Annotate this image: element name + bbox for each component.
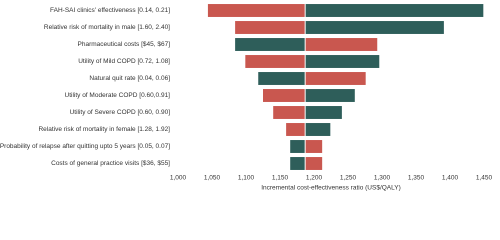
bar <box>235 21 306 34</box>
x-axis-label: Incremental cost-effectiveness ratio (US… <box>261 185 401 192</box>
bar <box>305 140 323 153</box>
category-label: Utility of Severe COPD [0.60, 0.90] <box>70 109 171 116</box>
x-tick-label: 1,100 <box>238 175 255 182</box>
category-label: FAH-SAI clinics' effectiveness [0.14, 0.… <box>50 7 170 14</box>
x-tick-label: 1,400 <box>442 175 459 182</box>
bar <box>305 89 355 102</box>
category-label: Relative risk of mortality in male [1.60… <box>44 24 170 31</box>
category-label: Utility of Mild COPD [0.72, 1.08] <box>78 58 170 65</box>
x-tick-label: 1,300 <box>374 175 391 182</box>
bar <box>305 4 484 17</box>
x-tick-label: 1,050 <box>204 175 221 182</box>
category-label: Probability of relapse after quitting up… <box>0 143 170 150</box>
bar <box>305 38 378 51</box>
x-tick-label: 1,200 <box>306 175 323 182</box>
x-tick-label: 1,000 <box>170 175 187 182</box>
bar <box>235 38 306 51</box>
x-tick-label: 1,350 <box>408 175 425 182</box>
category-label: Utility of Moderate COPD [0.60,0.91] <box>65 92 171 99</box>
bar <box>286 123 306 136</box>
x-tick-label: 1,450 <box>476 175 493 182</box>
bar <box>263 89 306 102</box>
bar <box>290 157 306 170</box>
category-label: Costs of general practice visits [$36, $… <box>51 160 170 167</box>
x-tick-label: 1,250 <box>340 175 357 182</box>
bar <box>258 72 306 85</box>
category-label: Natural quit rate [0.04, 0.06] <box>89 75 170 82</box>
bar <box>305 55 380 68</box>
bar <box>290 140 306 153</box>
bar <box>305 21 444 34</box>
bar <box>207 4 306 17</box>
bar <box>305 123 331 136</box>
bar <box>305 106 342 119</box>
category-label: Pharmaceutical costs [$45, $67] <box>78 41 171 48</box>
bar <box>305 72 366 85</box>
bar <box>245 55 306 68</box>
bar <box>273 106 306 119</box>
x-tick-label: 1,150 <box>272 175 289 182</box>
chart: Incremental cost-effectiveness ratio (US… <box>0 4 493 192</box>
bar <box>305 157 323 170</box>
category-label: Relative risk of mortality in female [1.… <box>38 126 170 133</box>
